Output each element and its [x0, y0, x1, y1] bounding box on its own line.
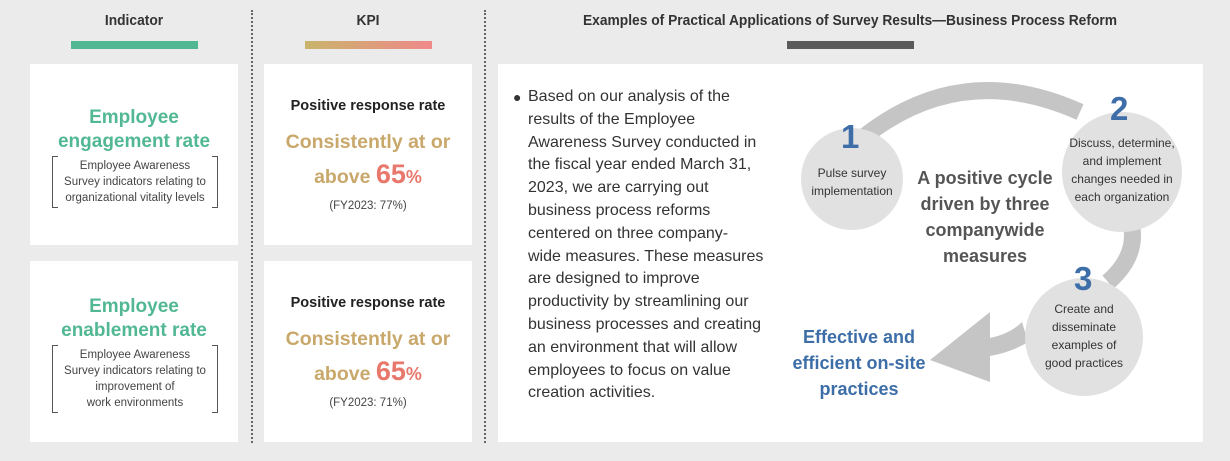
kpi-fy: (FY2023: 77%) [329, 200, 407, 212]
kpi-unit: % [405, 167, 422, 187]
kpi-number: 65 [375, 356, 406, 386]
arc-1-to-2 [854, 82, 1084, 147]
indicator-title-line: Employee [89, 296, 179, 317]
body-line: wide measures. These measures [528, 247, 764, 265]
outcome-line: practices [819, 379, 899, 399]
body-line: employees to focus on value [528, 361, 731, 379]
kpi-label: Positive response rate [290, 295, 446, 311]
step-2-text: Discuss, determine, and implement change… [1062, 134, 1182, 206]
indicator-note-line: work environments [86, 397, 184, 409]
step-text-line: and implement [1082, 154, 1162, 168]
indicator-note-line: Employee Awareness [79, 160, 191, 172]
indicator-title-line: engagement rate [57, 131, 211, 152]
indicator-note: Employee Awareness Survey indicators rel… [52, 156, 218, 208]
indicator-header: Indicator [104, 12, 164, 29]
outcome-line: efficient on-site [792, 353, 926, 373]
column-separator-1 [251, 10, 253, 443]
kpi-line1: Consistently at or [285, 131, 451, 153]
step-text-line: Discuss, determine, [1069, 136, 1175, 150]
examples-body-text: Based on our analysis of the results of … [528, 86, 778, 405]
center-line: measures [942, 246, 1028, 266]
kpi-number: 65 [375, 159, 406, 189]
step-text-line: Create and [1054, 302, 1114, 316]
indicator-note-line: Survey indicators relating to [64, 176, 206, 188]
indicator-note-line: organizational vitality levels [65, 192, 205, 204]
column-separator-2 [484, 10, 486, 443]
kpi-value: Consistently at or above 65% [264, 126, 472, 193]
examples-header-bar [787, 41, 914, 49]
step-text-line: Pulse survey [817, 166, 887, 180]
kpi-line1: Consistently at or [285, 328, 451, 350]
outcome-arrow [930, 312, 1028, 382]
step-3-number: 3 [1074, 260, 1093, 297]
body-line: an environment that will allow [528, 338, 737, 356]
kpi-prefix: above [314, 363, 376, 385]
indicator-card-enablement: Employee enablement rate Employee Awaren… [30, 261, 238, 442]
body-line: Based on our analysis of the [528, 88, 730, 105]
step-1-number: 1 [841, 118, 860, 155]
step-2-number: 2 [1110, 90, 1129, 127]
kpi-unit: % [405, 364, 422, 384]
kpi-prefix: above [314, 166, 376, 188]
body-line: Awareness Survey conducted in [528, 133, 757, 151]
outcome-text: Effective and efficient on-site practice… [786, 324, 932, 402]
body-line: business process reforms [528, 201, 711, 219]
indicator-note-line: Employee Awareness [79, 349, 191, 361]
body-line: centered on three company- [528, 224, 729, 242]
indicator-header-bar [71, 41, 198, 49]
center-line: companywide [925, 220, 1045, 240]
indicator-title-line: Employee [89, 107, 179, 128]
step-1-circle [801, 128, 903, 230]
step-text-line: implementation [811, 184, 893, 198]
step-text-line: good practices [1044, 356, 1124, 370]
step-3-circle [1025, 278, 1143, 396]
cycle-center-text: A positive cycle driven by three company… [912, 165, 1058, 269]
indicator-card-engagement: Employee engagement rate Employee Awaren… [30, 64, 238, 245]
indicator-note: Employee Awareness Survey indicators rel… [52, 345, 218, 413]
step-3-text: Create and disseminate examples of good … [1025, 300, 1143, 372]
indicator-title: Employee engagement rate [30, 106, 238, 154]
body-line: 2023, we are carrying out [528, 179, 709, 197]
kpi-header-bar [305, 41, 432, 49]
step-text-line: each organization [1074, 190, 1170, 204]
center-line: driven by three [920, 194, 1050, 214]
step-text-line: changes needed in [1071, 172, 1173, 186]
kpi-value: Consistently at or above 65% [264, 323, 472, 390]
body-line: results of the Employee [528, 110, 696, 128]
kpi-line2: above 65% [264, 355, 472, 390]
body-line: creation activities. [528, 384, 656, 402]
kpi-label: Positive response rate [290, 98, 446, 114]
body-line: business processes and creating [528, 315, 762, 333]
outcome-line: Effective and [802, 327, 916, 347]
examples-header: Examples of Practical Applications of Su… [582, 12, 1118, 29]
body-line: the fiscal year ended March 31, [528, 156, 752, 174]
kpi-fy: (FY2023: 71%) [329, 397, 407, 409]
kpi-header: KPI [356, 12, 380, 29]
step-text-line: disseminate [1051, 320, 1117, 334]
indicator-note-line: improvement of [95, 381, 175, 393]
kpi-line2: above 65% [264, 158, 472, 193]
center-line: A positive cycle [917, 168, 1053, 188]
indicator-title-line: enablement rate [61, 320, 207, 341]
step-1-text: Pulse survey implementation [801, 164, 903, 200]
body-line: are designed to improve [528, 270, 700, 288]
bullet-dot-icon: ● [513, 89, 522, 105]
kpi-card-enablement: Positive response rate Consistently at o… [264, 261, 472, 442]
kpi-card-engagement: Positive response rate Consistently at o… [264, 64, 472, 245]
body-line: productivity by streamlining our [528, 293, 749, 311]
step-text-line: examples of [1051, 338, 1117, 352]
indicator-title: Employee enablement rate [30, 295, 238, 343]
indicator-note-line: Survey indicators relating to [64, 365, 206, 377]
arc-2-to-3 [1102, 226, 1141, 289]
step-2-circle [1062, 112, 1182, 232]
